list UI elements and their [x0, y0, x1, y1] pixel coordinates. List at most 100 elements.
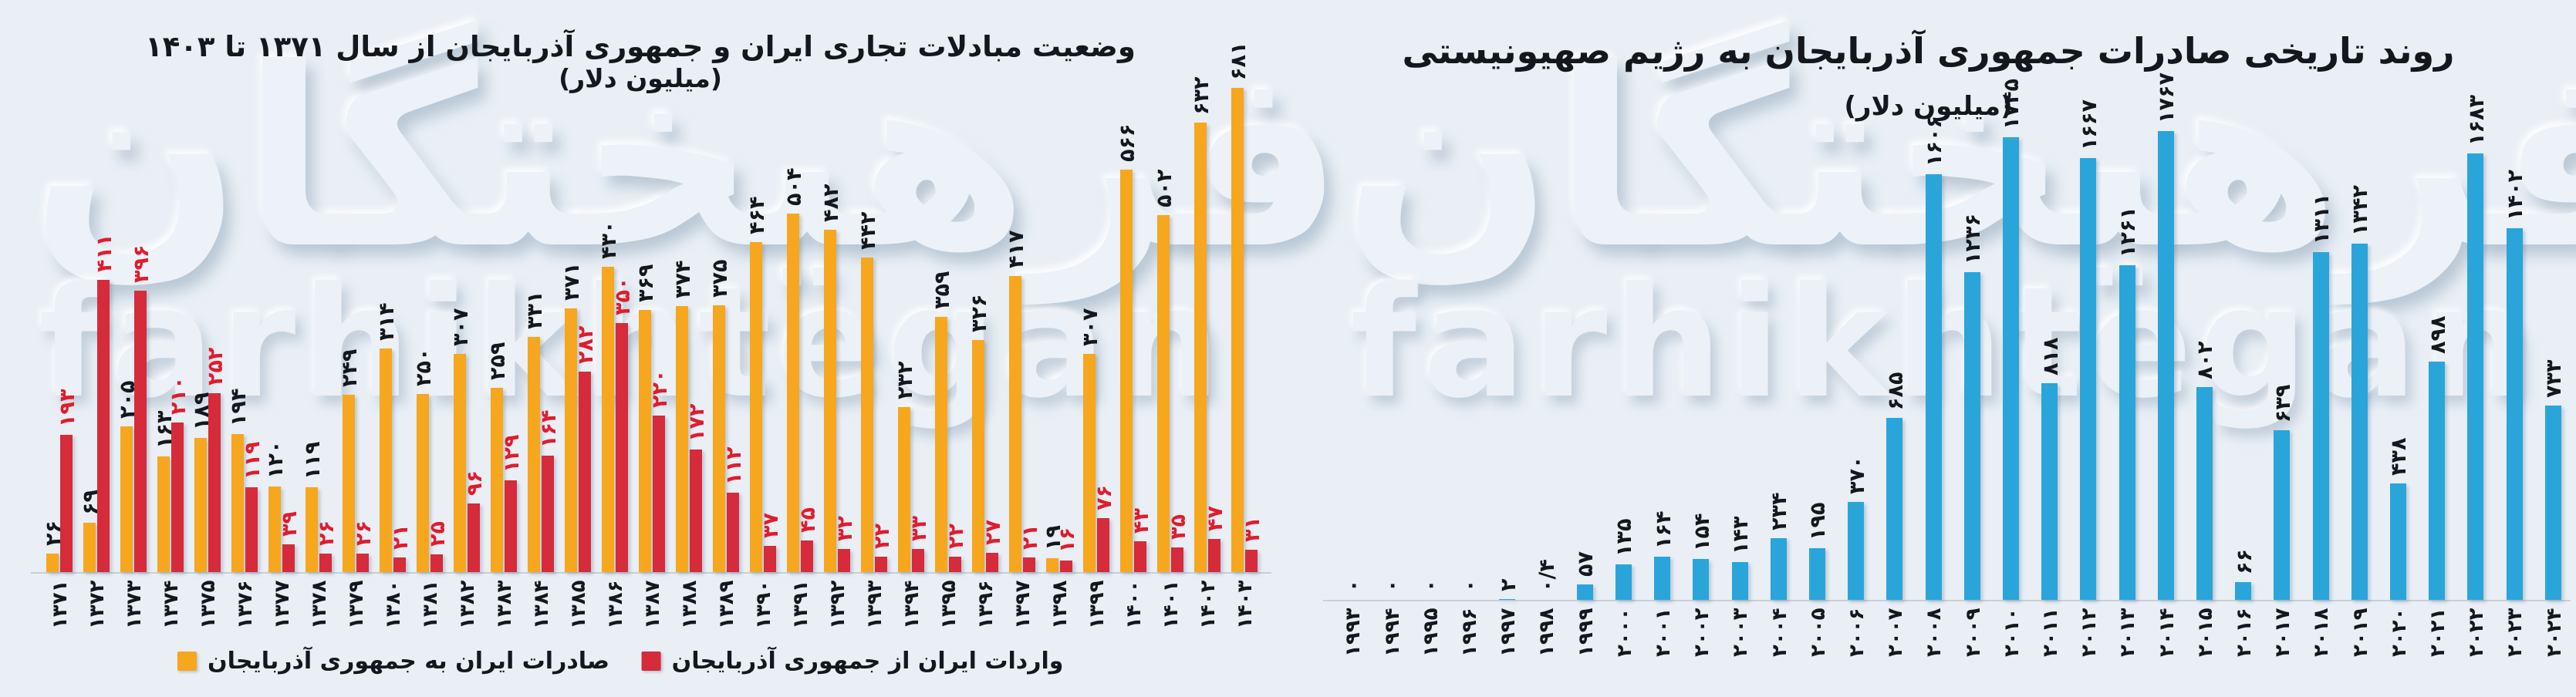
- right-year-label-2022: ۲۰۲۲: [2465, 608, 2488, 657]
- right-bar-a-2015: [2196, 387, 2213, 600]
- right-value-label-1997: ۲: [1497, 578, 1521, 591]
- left-value-label-1397: ۴۱۷: [1004, 230, 1028, 268]
- right-value-label-2019: ۱۳۴۲: [2348, 185, 2372, 236]
- left-bar-b-1394: [912, 549, 924, 572]
- right-bar-a-2014: [2158, 131, 2174, 600]
- left-bar-b-1400: [1134, 541, 1146, 572]
- right-bar-a-2018: [2313, 252, 2329, 600]
- left-bar-a-1395: [935, 317, 947, 572]
- left-bar-b-1377: [282, 544, 295, 572]
- left-value-label-1383: ۱۲۹: [500, 434, 524, 473]
- left-year-label-1382: ۱۳۸۲: [456, 580, 479, 629]
- left-bar-a-1382: [454, 354, 466, 572]
- left-value-label-1379: ۲۶: [352, 520, 376, 546]
- left-bar-a-1374: [157, 456, 170, 572]
- left-bar-b-1391: [801, 540, 813, 572]
- left-value-label-1381: ۲۵۰: [412, 348, 436, 386]
- right-bar-a-2020: [2390, 483, 2406, 600]
- right-value-label-2004: ۲۳۴: [1767, 492, 1791, 530]
- left-value-label-1400: ۴۳: [1129, 508, 1153, 534]
- right-value-label-2017: ۶۳۹: [2271, 384, 2295, 423]
- right-chart-subtitle: (میلیون دلار): [1844, 91, 2013, 122]
- right-year-label-2000: ۲۰۰۰: [1613, 608, 1636, 657]
- left-bar-a-1397: [1009, 276, 1021, 572]
- right-value-label-2007: ۶۸۵: [1884, 372, 1908, 410]
- right-bar-a-2005: [1809, 548, 1825, 600]
- left-value-label-1387: ۲۲۰: [648, 369, 672, 408]
- left-value-label-1382: ۳۰۷: [449, 308, 473, 346]
- left-bar-a-1381: [417, 394, 429, 572]
- left-value-label-1399: ۳۰۷: [1079, 308, 1102, 346]
- left-bar-a-1371: [46, 554, 59, 572]
- left-value-label-1388: ۱۷۲: [685, 403, 709, 442]
- left-value-label-1378: ۲۶: [315, 520, 339, 546]
- left-value-label-1402: ۶۳۲: [1190, 76, 1214, 115]
- left-year-label-1402: ۱۴۰۲: [1197, 580, 1220, 629]
- right-bar-a-2001: [1654, 557, 1670, 600]
- left-value-label-1392: ۳۲: [833, 516, 857, 541]
- left-bar-a-1403: [1231, 88, 1244, 572]
- left-bar-b-1396: [986, 553, 998, 572]
- left-value-label-1377: ۳۹: [278, 511, 302, 537]
- right-bar-a-1997: [1499, 599, 1515, 600]
- right-value-label-2010: ۱۷۴۵: [2000, 79, 2024, 130]
- left-bar-a-1393: [861, 258, 873, 572]
- left-bar-b-1385: [579, 372, 591, 572]
- left-bar-b-1399: [1097, 518, 1109, 572]
- left-bar-b-1401: [1171, 547, 1183, 572]
- left-value-label-1403: ۶۸۱: [1227, 42, 1251, 80]
- right-year-label-2002: ۲۰۰۲: [1690, 608, 1713, 657]
- right-value-label-1998: ۰/۴: [1535, 559, 1559, 592]
- left-bar-b-1375: [208, 393, 221, 572]
- right-year-label-2018: ۲۰۱۸: [2310, 608, 2333, 657]
- right-year-label-2007: ۲۰۰۷: [1884, 608, 1907, 657]
- right-year-label-2015: ۲۰۱۵: [2194, 608, 2217, 657]
- left-value-label-1394: ۳۳: [907, 516, 931, 541]
- legend-item-imports: واردات ایران از جمهوری آذربایجان: [641, 648, 1064, 675]
- left-bar-a-1394: [898, 407, 910, 572]
- right-year-label-2009: ۲۰۰۹: [1962, 608, 1985, 657]
- left-bar-b-1402: [1208, 539, 1220, 572]
- left-value-label-1391: ۵۰۴: [782, 167, 806, 206]
- right-value-label-2014: ۱۷۶۷: [2155, 72, 2179, 123]
- left-bar-a-1386: [602, 267, 614, 572]
- right-bar-a-2000: [1615, 564, 1632, 600]
- left-bar-a-1379: [343, 395, 355, 572]
- left-bar-a-1391: [787, 214, 799, 572]
- left-bar-a-1399: [1083, 354, 1096, 572]
- right-year-label-2014: ۲۰۱۴: [2156, 608, 2179, 657]
- right-value-label-2023: ۱۴۰۲: [2503, 170, 2527, 221]
- left-value-label-1377: ۱۲۰: [264, 440, 288, 479]
- right-value-label-2002: ۱۵۴: [1690, 513, 1714, 551]
- left-year-label-1399: ۱۳۹۹: [1085, 580, 1109, 629]
- left-bar-b-1395: [949, 557, 961, 572]
- right-value-label-2016: ۶۶: [2233, 549, 2257, 574]
- left-bar-b-1397: [1023, 557, 1035, 572]
- left-value-label-1403: ۳۱: [1241, 517, 1264, 542]
- left-bar-a-1383: [491, 388, 503, 572]
- left-bar-b-1374: [171, 423, 184, 572]
- right-bar-a-2003: [1732, 562, 1748, 600]
- left-x-axis: [31, 572, 1271, 574]
- left-value-label-1394: ۲۳۲: [893, 361, 917, 399]
- right-bar-a-2013: [2119, 265, 2135, 600]
- imports-legend-label: واردات ایران از جمهوری آذربایجان: [671, 648, 1064, 675]
- left-bar-a-1376: [231, 434, 244, 572]
- right-year-label-2020: ۲۰۲۰: [2388, 608, 2411, 657]
- left-value-label-1385: ۲۸۲: [574, 325, 598, 364]
- left-year-label-1386: ۱۳۸۶: [604, 580, 627, 629]
- exports-legend-label: صادرات ایران به جمهوری آذربایجان: [207, 648, 610, 675]
- left-value-label-1386: ۴۳۰: [597, 221, 621, 259]
- left-value-label-1380: ۳۱۴: [375, 302, 399, 341]
- left-value-label-1400: ۵۶۶: [1116, 123, 1139, 162]
- left-year-label-1401: ۱۴۰۱: [1160, 580, 1183, 629]
- right-year-label-2016: ۲۰۱۶: [2233, 608, 2256, 657]
- left-bar-b-1398: [1060, 561, 1072, 572]
- left-value-label-1374: ۲۱۰: [167, 376, 191, 415]
- right-value-label-2011: ۸۱۸: [2039, 337, 2063, 375]
- right-year-label-1995: ۱۹۹۵: [1420, 608, 1443, 657]
- left-value-label-1380: ۲۱: [389, 524, 413, 550]
- left-bar-b-1376: [245, 487, 258, 572]
- left-value-label-1395: ۲۲: [944, 524, 968, 549]
- right-year-label-2012: ۲۰۱۲: [2078, 608, 2101, 657]
